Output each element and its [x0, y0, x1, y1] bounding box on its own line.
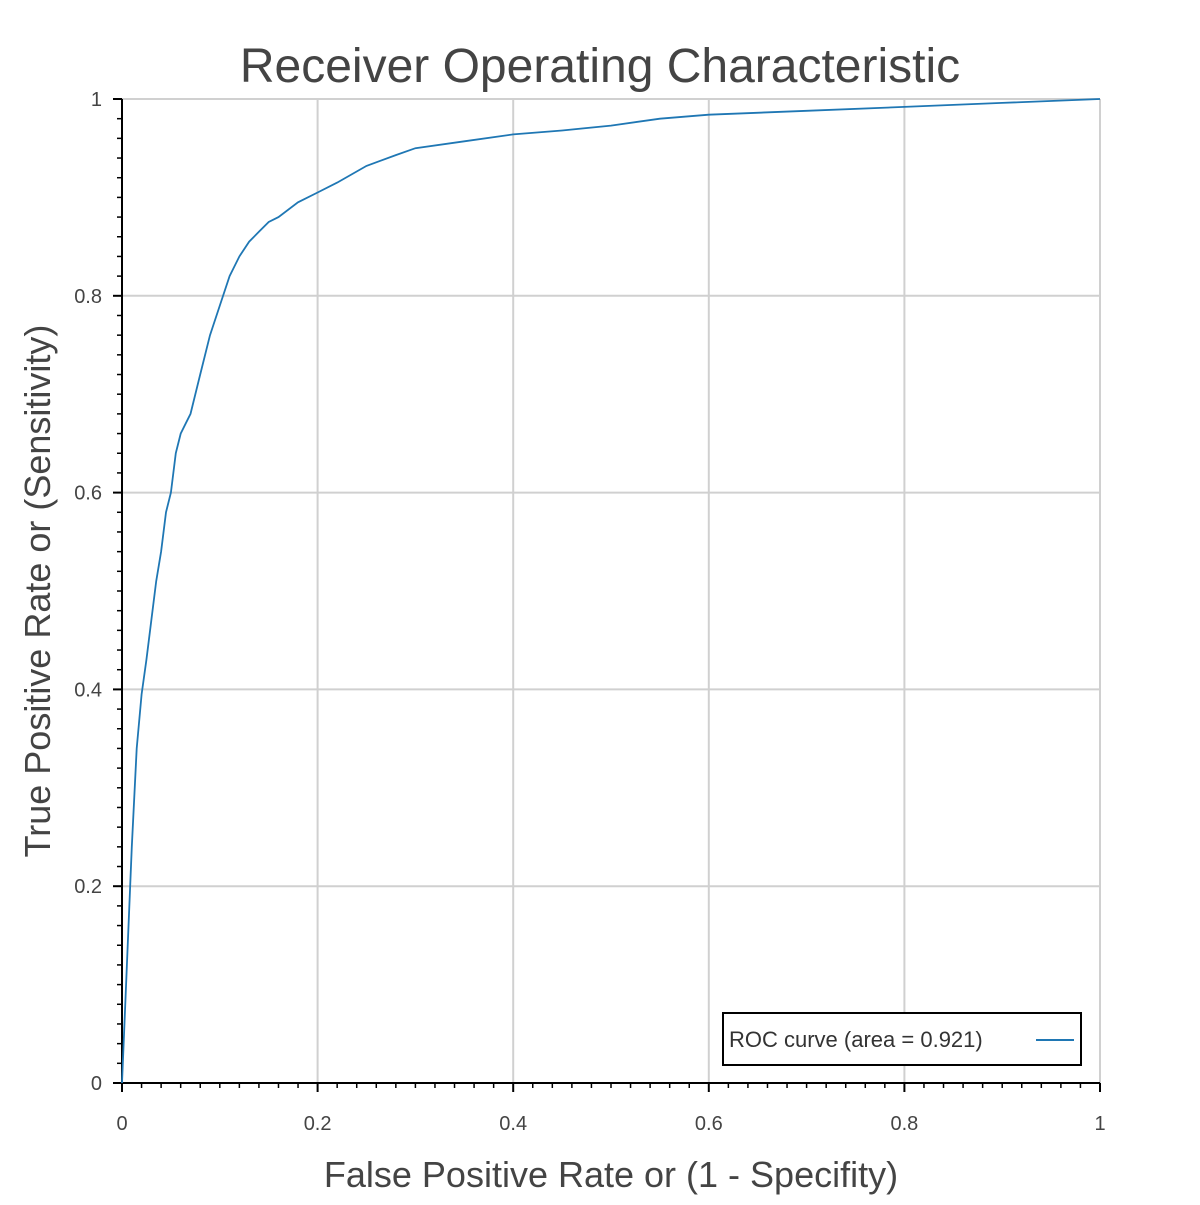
y-tick-label: 0.6: [74, 483, 102, 505]
axis-ticks: 0 0.2 0.4 0.6 0.8 1 0 0.2 0.4 0.6 0.8 1: [74, 89, 1105, 1135]
x-tick-label: 0.8: [890, 1113, 918, 1135]
y-tick-label: 0: [91, 1073, 102, 1095]
chart-title: Receiver Operating Characteristic: [240, 40, 960, 93]
y-axis-label: True Positive Rate or (Sensitivity): [17, 325, 58, 858]
legend: ROC curve (area = 0.921): [722, 1012, 1082, 1066]
series-line-roc-curve: [121, 98, 1101, 1084]
series-layer: [121, 98, 1101, 1084]
y-tick-label: 0.4: [74, 679, 102, 701]
legend-entry-roc-curve: ROC curve (area = 0.921): [729, 1027, 983, 1052]
y-tick-label: 1: [91, 89, 102, 111]
x-tick-label: 1: [1094, 1113, 1105, 1135]
x-axis-label: False Positive Rate or (1 - Specifity): [324, 1154, 898, 1195]
y-tick-label: 0.8: [74, 286, 102, 308]
x-tick-label: 0: [116, 1113, 127, 1135]
x-tick-label: 0.6: [695, 1113, 723, 1135]
y-tick-label: 0.2: [74, 876, 102, 898]
legend-box: [722, 1012, 1082, 1066]
x-tick-label: 0.2: [304, 1113, 332, 1135]
grid-lines: [121, 98, 1101, 1084]
x-tick-label: 0.4: [499, 1113, 527, 1135]
axes: [121, 99, 1100, 1084]
